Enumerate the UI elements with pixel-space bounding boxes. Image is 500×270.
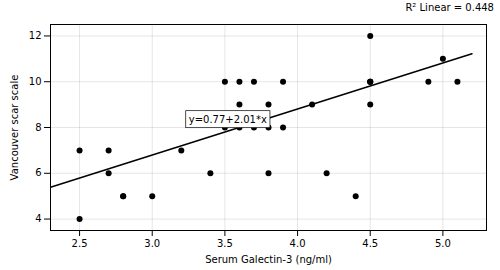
svg-text:10: 10: [29, 76, 42, 87]
svg-text:3.5: 3.5: [217, 238, 233, 249]
svg-text:4: 4: [35, 213, 41, 224]
svg-text:y=0.77+2.01*x: y=0.77+2.01*x: [189, 114, 267, 125]
svg-text:2.5: 2.5: [72, 238, 88, 249]
svg-text:Vancouver scar scale: Vancouver scar scale: [9, 75, 20, 181]
svg-text:4.0: 4.0: [290, 238, 306, 249]
html-text:R² Linear = 0.448: R² Linear = 0.448: [405, 2, 494, 13]
svg-text:5.0: 5.0: [435, 238, 451, 249]
svg-text:12: 12: [29, 30, 42, 41]
svg-text:6: 6: [35, 167, 41, 178]
svg-text:4.5: 4.5: [362, 238, 378, 249]
svg-text:3.0: 3.0: [144, 238, 160, 249]
svg-text:Serum Galectin-3 (ng/ml): Serum Galectin-3 (ng/ml): [205, 254, 332, 265]
svg-text:8: 8: [35, 122, 41, 133]
